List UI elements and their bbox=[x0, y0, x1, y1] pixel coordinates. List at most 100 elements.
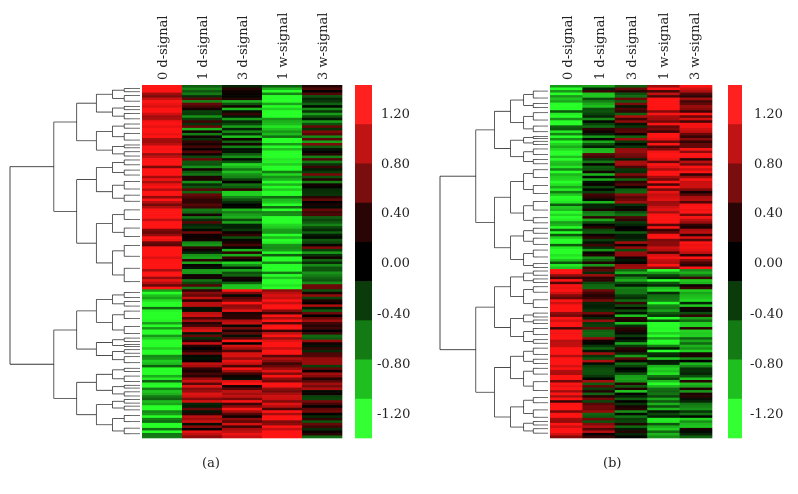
heatmap-cell bbox=[262, 246, 303, 250]
heatmap-cell bbox=[647, 158, 680, 161]
heatmap-cell bbox=[647, 173, 680, 177]
heatmap-cell bbox=[550, 125, 583, 129]
heatmap-cell bbox=[582, 100, 616, 103]
heatmap-cell bbox=[647, 347, 680, 351]
heatmap-cell bbox=[550, 372, 583, 376]
heatmap-cell bbox=[647, 258, 680, 262]
heatmap-cell bbox=[222, 417, 263, 421]
heatmap-cell bbox=[550, 311, 583, 315]
heatmap-cell bbox=[142, 306, 183, 310]
heatmap-cell bbox=[582, 183, 616, 187]
heatmap-cell bbox=[614, 306, 648, 310]
heatmap-cell bbox=[647, 117, 680, 121]
heatmap-cell bbox=[222, 281, 263, 285]
heatmap-cell bbox=[302, 397, 343, 401]
heatmap-cell bbox=[550, 258, 583, 262]
heatmap-cell bbox=[582, 137, 616, 141]
heatmap-cell bbox=[182, 299, 223, 303]
heatmap-cell bbox=[614, 412, 648, 416]
heatmap-cell bbox=[614, 299, 648, 303]
heatmap-cell bbox=[647, 349, 680, 353]
heatmap-cell bbox=[142, 425, 183, 429]
heatmap-cell bbox=[302, 251, 343, 255]
heatmap-cell bbox=[582, 90, 616, 93]
heatmap-cell bbox=[302, 107, 343, 111]
heatmap-cell bbox=[582, 372, 616, 376]
heatmap-cell bbox=[614, 248, 648, 252]
heatmap-cell bbox=[222, 392, 263, 396]
heatmap-cell bbox=[142, 274, 183, 277]
heatmap-cell bbox=[679, 195, 713, 199]
column-label: 0 d-signal bbox=[561, 15, 576, 80]
heatmap-cell bbox=[647, 160, 680, 164]
heatmap-cell bbox=[614, 100, 648, 103]
heatmap-cell bbox=[182, 213, 223, 217]
heatmap-cell bbox=[182, 100, 223, 103]
heatmap-cell bbox=[182, 405, 223, 409]
heatmap-cell bbox=[550, 387, 583, 391]
heatmap-cell bbox=[302, 374, 343, 378]
heatmap-cell bbox=[182, 319, 223, 323]
heatmap-cell bbox=[222, 387, 263, 391]
heatmap-cell bbox=[614, 382, 648, 386]
heatmap-cell bbox=[262, 269, 303, 272]
heatmap-cell bbox=[582, 400, 616, 403]
heatmap-cell bbox=[614, 380, 648, 383]
heatmap-cell bbox=[647, 170, 680, 174]
heatmap-cell bbox=[582, 264, 616, 267]
heatmap-cell bbox=[302, 291, 343, 295]
heatmap-cell bbox=[142, 314, 183, 318]
heatmap-cell bbox=[550, 281, 583, 285]
heatmap-cell bbox=[550, 306, 583, 310]
heatmap-cell bbox=[647, 256, 680, 260]
heatmap-cell bbox=[182, 165, 223, 169]
heatmap-cell bbox=[222, 206, 263, 209]
heatmap-cell bbox=[302, 322, 343, 325]
heatmap-cell bbox=[142, 402, 183, 406]
heatmap-cell bbox=[182, 284, 223, 288]
heatmap-cell bbox=[142, 276, 183, 280]
heatmap-cell bbox=[182, 148, 223, 151]
heatmap-cell bbox=[302, 173, 343, 177]
column-label: 1 d-signal bbox=[196, 15, 211, 80]
heatmap-cell bbox=[647, 85, 680, 88]
heatmap-cell bbox=[302, 208, 343, 212]
heatmap-cell bbox=[550, 395, 583, 398]
heatmap-cell bbox=[262, 223, 303, 227]
heatmap-cell bbox=[302, 324, 343, 328]
heatmap-cell bbox=[142, 322, 183, 325]
heatmap-cell bbox=[582, 266, 616, 270]
heatmap-cell bbox=[679, 296, 713, 300]
heatmap-cell bbox=[614, 231, 648, 235]
heatmap-cell bbox=[142, 339, 183, 343]
heatmap-cell bbox=[182, 163, 223, 166]
heatmap-cell bbox=[647, 362, 680, 366]
heatmap-cell bbox=[647, 110, 680, 114]
heatmap-cell bbox=[647, 400, 680, 403]
heatmap-cell bbox=[647, 364, 680, 368]
heatmap-cell bbox=[582, 322, 616, 325]
heatmap-cell bbox=[614, 142, 648, 146]
heatmap-cell bbox=[550, 200, 583, 204]
heatmap-cell bbox=[262, 304, 303, 308]
heatmap-cell bbox=[182, 420, 223, 424]
heatmap-cell bbox=[679, 105, 713, 108]
heatmap-cell bbox=[182, 294, 223, 298]
heatmap-cell bbox=[647, 299, 680, 303]
heatmap-cell bbox=[647, 87, 680, 91]
heatmap-cell bbox=[582, 314, 616, 318]
heatmap-cell bbox=[582, 327, 616, 330]
heatmap-cell bbox=[142, 132, 183, 136]
heatmap-cell bbox=[222, 410, 263, 414]
heatmap-cell bbox=[614, 291, 648, 295]
heatmap-cell bbox=[614, 122, 648, 126]
panel-a: 0 d-signal 1 d-signal 3 d-signal 1 w-sig… bbox=[9, 13, 410, 471]
heatmap-cell bbox=[679, 422, 713, 426]
heatmap-cell bbox=[222, 407, 263, 411]
heatmap-cell bbox=[262, 253, 303, 257]
heatmap-cell bbox=[302, 155, 343, 159]
heatmap-cell bbox=[222, 175, 263, 179]
heatmap-cell bbox=[182, 253, 223, 257]
heatmap-cell bbox=[582, 150, 616, 154]
heatmap-cell bbox=[142, 400, 183, 403]
